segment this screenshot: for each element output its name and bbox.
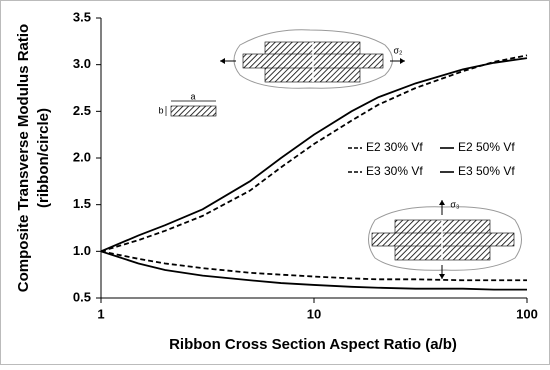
line-series — [100, 57, 528, 253]
x-axis-label: Ribbon Cross Section Aspect Ratio (a/b) — [169, 336, 457, 353]
inset-e3: σ₃ — [368, 199, 522, 279]
y-tick-label: 2.0 — [73, 149, 91, 164]
annotation: σ₃ — [450, 199, 460, 209]
x-tick-label: 10 — [307, 306, 321, 321]
y-tick-label: 1.0 — [73, 243, 91, 258]
annotation: a — [190, 91, 195, 101]
line-series — [100, 250, 527, 282]
annotation: σ₂ — [393, 45, 403, 55]
y-axis-label: Composite Transverse Modulus Ratio — [15, 24, 32, 292]
annotation: b — [158, 105, 163, 115]
x-tick-label: 100 — [516, 306, 538, 321]
y-tick-label: 2.5 — [73, 103, 91, 118]
inset-ribbon: a b — [158, 91, 217, 117]
legend-label: E2 30% Vf — [366, 140, 423, 154]
y-tick-label: 1.5 — [73, 196, 91, 211]
line-series — [100, 54, 528, 253]
x-tick-label: 1 — [97, 306, 104, 321]
y-tick-label: 0.5 — [73, 289, 91, 304]
legend-label: E2 50% Vf — [458, 140, 515, 154]
inset-e2: σ₂ — [220, 29, 405, 89]
y-tick-label: 3.5 — [73, 9, 91, 24]
legend-label: E3 30% Vf — [366, 164, 423, 178]
legend-label: E3 50% Vf — [458, 164, 515, 178]
y-tick-label: 3.0 — [73, 56, 91, 71]
line-series — [100, 250, 527, 291]
y-axis-label: (ribbon/circle) — [35, 108, 52, 208]
